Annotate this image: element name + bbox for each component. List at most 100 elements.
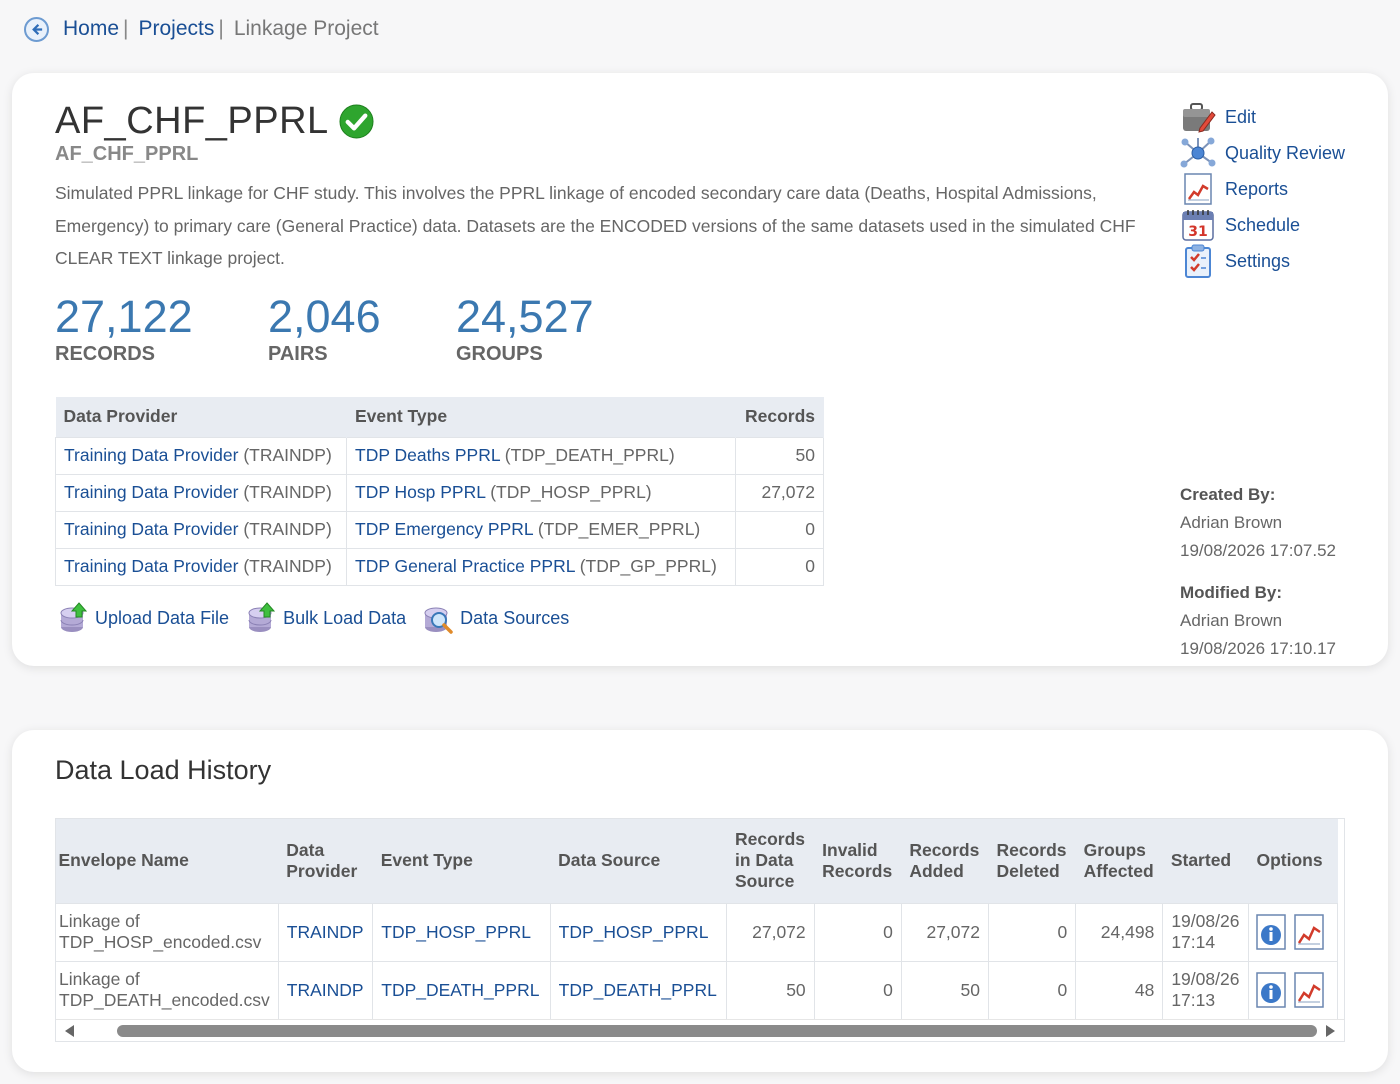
column-header: Event Type xyxy=(346,397,736,437)
briefcase-edit-icon xyxy=(1183,103,1216,133)
data-sources-action[interactable]: Data Sources xyxy=(422,601,569,635)
upload-data-file-action[interactable]: Upload Data File xyxy=(57,601,229,635)
envelope-cell: Linkage of TDP_HOSP_encoded.csv xyxy=(56,902,279,962)
schedule-link[interactable]: Schedule xyxy=(1225,214,1301,235)
breadcrumb-projects-link[interactable]: Projects xyxy=(138,17,215,40)
breadcrumb-current: Linkage Project xyxy=(233,17,379,40)
provider-cell: TRAINDP xyxy=(277,902,374,962)
page-title: AF_CHF_PPRL xyxy=(55,100,374,143)
records-in-source-cell: 27,072 xyxy=(726,902,815,962)
provider-link[interactable]: Training Data Provider xyxy=(64,445,239,465)
column-header: Invalid Records xyxy=(814,819,902,903)
event-link[interactable]: TDP Hosp PPRL xyxy=(355,482,486,502)
stat-value: 24,527 xyxy=(456,291,594,342)
schedule-menu-item[interactable]: 31 Schedule xyxy=(1180,207,1345,243)
event-link[interactable]: TDP Deaths PPRL xyxy=(355,445,500,465)
back-arrow-icon[interactable] xyxy=(24,16,49,42)
modified-at: 19/08/2026 17:10.17 xyxy=(1180,639,1336,658)
event-link[interactable]: TDP General Practice PPRL xyxy=(355,556,575,576)
provider-link[interactable]: TRAINDP xyxy=(286,979,364,1000)
table-row: Training Data Provider (TRAINDP) TDP Eme… xyxy=(55,510,824,549)
quality-review-link[interactable]: Quality Review xyxy=(1225,142,1346,163)
stat-value: 2,046 xyxy=(268,291,381,342)
column-header: Options xyxy=(1248,819,1338,903)
stat-value: 27,122 xyxy=(55,291,193,342)
column-header: Event Type xyxy=(372,819,551,903)
breadcrumb: Home | Projects | Linkage Project xyxy=(24,14,379,44)
event-cell: TDP Emergency PPRL (TDP_EMER_PPRL) xyxy=(346,510,736,549)
invalid-records-cell: 0 xyxy=(813,960,902,1020)
groups-affected-cell: 48 xyxy=(1075,960,1164,1020)
quality-review-menu-item[interactable]: Quality Review xyxy=(1180,135,1345,171)
bulk-load-data-link[interactable]: Bulk Load Data xyxy=(283,607,407,628)
event-link[interactable]: TDP_DEATH_PPRL xyxy=(381,979,540,1000)
breadcrumb-separator: | xyxy=(123,17,129,40)
records-added-cell: 27,072 xyxy=(900,902,990,962)
created-by-name: Adrian Brown xyxy=(1180,513,1283,532)
records-cell: 27,072 xyxy=(735,473,824,512)
provider-link[interactable]: Training Data Provider xyxy=(64,556,239,576)
table-row: Training Data Provider (TRAINDP) TDP Gen… xyxy=(55,547,824,586)
provider-code: (TRAINDP) xyxy=(243,556,332,576)
provider-code: (TRAINDP) xyxy=(243,482,332,502)
data-actions: Upload Data File Bulk Load Data Data Sou… xyxy=(57,601,585,635)
column-header: Data Provider xyxy=(278,819,373,903)
records-deleted-cell: 0 xyxy=(987,960,1077,1020)
modified-by-name: Adrian Brown xyxy=(1180,611,1283,630)
event-cell: TDP Hosp PPRL (TDP_HOSP_PPRL) xyxy=(346,473,736,512)
table-row: Training Data Provider (TRAINDP) TDP Hos… xyxy=(55,473,824,512)
scroll-right-arrow[interactable] xyxy=(1326,1025,1335,1037)
edit-menu-item[interactable]: Edit xyxy=(1180,99,1345,135)
table-row: Linkage of TDP_DEATH_encoded.csv TRAINDP … xyxy=(56,960,1339,1020)
project-description: Simulated PPRL linkage for CHF study. Th… xyxy=(55,183,1136,268)
column-header: Records Deleted xyxy=(988,819,1076,903)
event-cell: TDP Deaths PPRL (TDP_DEATH_PPRL) xyxy=(346,436,736,475)
provider-link[interactable]: Training Data Provider xyxy=(64,519,239,539)
created-at: 19/08/2026 17:07.52 xyxy=(1180,541,1336,560)
bulk-load-data-action[interactable]: Bulk Load Data xyxy=(245,601,406,635)
provider-link[interactable]: Training Data Provider xyxy=(64,482,239,502)
event-link[interactable]: TDP_HOSP_PPRL xyxy=(381,921,532,942)
event-link[interactable]: TDP Emergency PPRL xyxy=(355,519,533,539)
provider-cell: TRAINDP xyxy=(277,960,374,1020)
section-title: Data Load History xyxy=(55,755,272,785)
reports-link[interactable]: Reports xyxy=(1225,178,1289,199)
chart-report-icon[interactable] xyxy=(1293,913,1327,951)
providers-table: Data Provider Event Type Records Trainin… xyxy=(55,397,824,586)
event-cell: TDP_HOSP_PPRL xyxy=(372,902,551,962)
groups-affected-cell: 24,498 xyxy=(1075,902,1164,962)
started-cell: 19/08/26 17:13 xyxy=(1162,960,1249,1020)
records-added-cell: 50 xyxy=(900,960,990,1020)
event-code: (TDP_HOSP_PPRL) xyxy=(490,482,652,502)
edit-link[interactable]: Edit xyxy=(1225,106,1257,127)
scroll-left-arrow[interactable] xyxy=(65,1025,74,1037)
horizontal-scrollbar[interactable] xyxy=(56,1019,1344,1041)
history-table-scroll[interactable]: Envelope Name Data Provider Event Type Da… xyxy=(55,818,1345,1042)
chart-report-icon[interactable] xyxy=(1293,971,1327,1009)
stats-row: 27,122 RECORDS 2,046 PAIRS 24,527 GROUPS xyxy=(55,291,656,366)
info-icon[interactable] xyxy=(1255,971,1289,1009)
column-header: Records Added xyxy=(901,819,989,903)
provider-code: (TRAINDP) xyxy=(243,445,332,465)
stat-pairs: 2,046 PAIRS xyxy=(268,291,456,366)
audit-info: Created By: Adrian Brown 19/08/2026 17:0… xyxy=(1180,481,1336,663)
provider-cell: Training Data Provider (TRAINDP) xyxy=(55,510,347,549)
data-sources-link[interactable]: Data Sources xyxy=(460,607,570,628)
history-table: Envelope Name Data Provider Event Type Da… xyxy=(56,819,1339,1020)
settings-link[interactable]: Settings xyxy=(1225,250,1291,271)
source-link[interactable]: TDP_DEATH_PPRL xyxy=(558,979,717,1000)
provider-link[interactable]: TRAINDP xyxy=(286,921,364,942)
table-header-row: Envelope Name Data Provider Event Type Da… xyxy=(56,819,1338,903)
data-load-history-card: Data Load History Envelope Name Data Prov… xyxy=(12,730,1388,1072)
reports-menu-item[interactable]: Reports xyxy=(1180,171,1345,207)
info-icon[interactable] xyxy=(1255,913,1289,951)
scrollbar-thumb[interactable] xyxy=(117,1025,1317,1037)
upload-data-file-link[interactable]: Upload Data File xyxy=(95,607,230,628)
breadcrumb-home-link[interactable]: Home xyxy=(63,17,120,40)
settings-menu-item[interactable]: Settings xyxy=(1180,243,1345,279)
project-code: AF_CHF_PPRL xyxy=(55,143,199,165)
records-in-source-cell: 50 xyxy=(726,960,815,1020)
modified-by-label: Modified By: xyxy=(1180,583,1282,602)
source-link[interactable]: TDP_HOSP_PPRL xyxy=(558,921,709,942)
project-side-menu: Edit Quality Review Reports xyxy=(1180,99,1345,279)
